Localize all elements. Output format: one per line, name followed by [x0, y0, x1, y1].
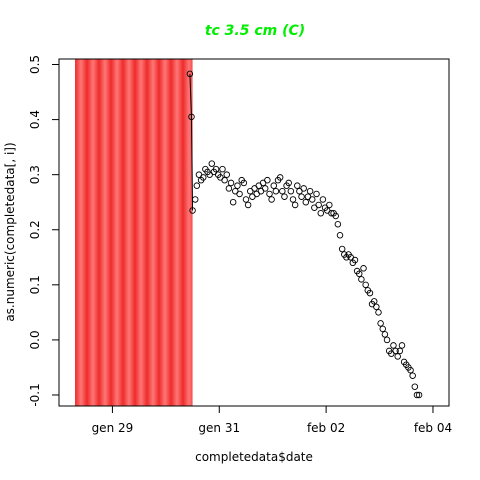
data-point: [363, 282, 369, 288]
data-point: [376, 310, 382, 316]
y-axis-label: as.numeric(completedata[, i]): [3, 142, 17, 321]
y-tick-label: 0.4: [28, 110, 42, 129]
data-point: [282, 194, 288, 200]
chart-title: tc 3.5 cm (C): [205, 23, 305, 39]
data-point: [220, 166, 226, 172]
data-point: [235, 183, 241, 189]
data-point: [226, 186, 232, 192]
data-point: [194, 183, 200, 189]
data-point: [303, 199, 309, 205]
data-point: [399, 343, 405, 349]
data-point: [337, 232, 343, 238]
data-point: [339, 246, 345, 252]
data-point: [273, 188, 279, 194]
data-point: [335, 221, 341, 227]
data-point: [222, 177, 228, 183]
y-tick-label: 0.2: [28, 220, 42, 239]
x-tick-label: feb 04: [414, 421, 452, 435]
y-tick-label: 0.3: [28, 165, 42, 184]
data-point: [316, 202, 322, 208]
data-point: [262, 186, 268, 192]
data-point: [192, 197, 198, 203]
data-point: [294, 183, 300, 189]
data-point: [374, 304, 380, 310]
data-point: [265, 177, 271, 183]
data-point: [380, 326, 386, 332]
data-point: [224, 172, 230, 178]
data-point: [288, 188, 294, 194]
data-point: [395, 354, 401, 360]
data-point: [384, 337, 390, 343]
shaded-band: [75, 59, 193, 406]
data-point: [280, 188, 286, 194]
data-point: [307, 188, 313, 194]
data-point: [378, 321, 384, 327]
data-point: [309, 197, 315, 203]
data-point: [410, 373, 416, 379]
data-point: [318, 210, 324, 216]
data-point: [271, 183, 277, 189]
shaded-region: [75, 59, 193, 406]
x-axis-label: completedata$date: [195, 450, 313, 464]
y-axis: -0.1 0.0 0.1 0.2 0.3 0.4 0.5: [28, 55, 59, 407]
data-point: [361, 266, 367, 272]
data-point: [269, 197, 275, 203]
data-point: [314, 191, 320, 197]
data-point: [301, 186, 307, 192]
data-point: [299, 194, 305, 200]
data-point: [397, 348, 403, 354]
data-point: [209, 161, 215, 167]
x-tick-label: gen 29: [92, 421, 134, 435]
data-point: [327, 202, 333, 208]
y-tick-label: 0.1: [28, 275, 42, 294]
x-tick-label: feb 02: [307, 421, 345, 435]
data-point: [228, 180, 234, 186]
data-point: [243, 197, 249, 203]
data-point: [391, 343, 397, 349]
x-tick-label: gen 31: [198, 421, 240, 435]
data-point: [292, 202, 298, 208]
data-point: [230, 199, 236, 205]
x-axis: gen 29 gen 31 feb 02 feb 04: [92, 406, 453, 435]
y-tick-label: -0.1: [28, 383, 42, 406]
y-tick-label: 0.0: [28, 330, 42, 349]
data-point: [412, 384, 418, 390]
data-point: [320, 197, 326, 203]
data-point: [245, 202, 251, 208]
data-point: [382, 332, 388, 338]
data-point: [359, 277, 365, 283]
y-tick-label: 0.5: [28, 55, 42, 74]
data-point: [237, 191, 243, 197]
data-point: [267, 191, 273, 197]
data-point: [290, 197, 296, 203]
data-points: [187, 71, 422, 398]
